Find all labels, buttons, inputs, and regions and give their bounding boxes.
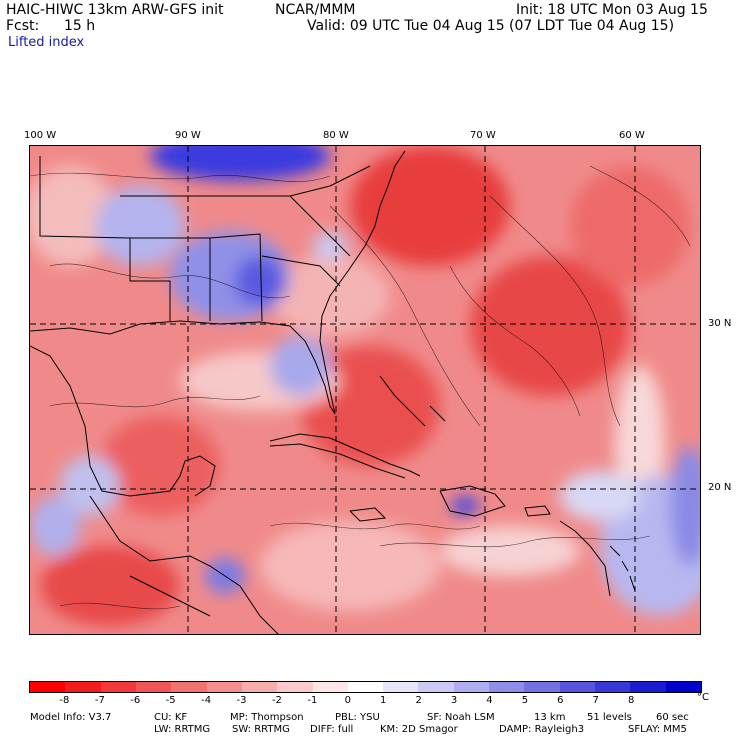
colorbar-segment (453, 682, 490, 692)
colorbar-segment (665, 682, 701, 692)
colorbar-segment (277, 682, 313, 692)
colorbar-tick-label: 6 (557, 695, 564, 706)
colorbar-tick-label: -4 (201, 695, 212, 706)
lat-label-30n: 30 N (708, 318, 732, 329)
colorbar-tick-label: 5 (521, 695, 529, 706)
lon-label-100w: 100 W (24, 130, 57, 141)
footer-timestep: 60 sec (656, 712, 689, 723)
colorbar-segment (418, 682, 454, 692)
forecast-hour: 15 h (64, 18, 96, 34)
colorbar-tick-label: 3 (450, 695, 458, 706)
colorbar-segment (65, 682, 101, 692)
footer-sw: SW: RRTMG (232, 724, 290, 735)
colorbar-tick-label: -2 (271, 695, 282, 706)
colorbar-segment (206, 682, 242, 692)
valid-time: Valid: 09 UTC Tue 04 Aug 15 (07 LDT Tue … (307, 18, 675, 34)
map-canvas (30, 146, 700, 634)
colorbar-tick-label: 4 (486, 695, 493, 706)
colorbar-segment (524, 682, 560, 692)
footer-pbl: PBL: YSU (335, 712, 380, 723)
coastlines (30, 150, 636, 634)
footer-sflay: SFLAY: MM5 (628, 724, 687, 735)
lifted-index-map (29, 145, 701, 635)
colorbar-tick-label: 8 (627, 695, 635, 706)
colorbar-segment (489, 682, 525, 692)
colorbar-tick-label: -8 (59, 695, 70, 706)
footer-lw: LW: RRTMG (154, 724, 211, 735)
colorbar-segment (630, 682, 666, 692)
init-time: Init: 18 UTC Mon 03 Aug 15 (516, 2, 708, 18)
colorbar-tick-label: -1 (307, 695, 318, 706)
field-name: Lifted index (8, 35, 85, 50)
model-title: HAIC-HIWC 13km ARW-GFS init (6, 2, 224, 18)
lon-label-90w: 90 W (175, 130, 201, 141)
colorbar-segment (383, 682, 419, 692)
colorbar (29, 681, 702, 693)
colorbar-segment (171, 682, 207, 692)
lat-lon-grid (30, 146, 700, 634)
lon-label-60w: 60 W (619, 130, 645, 141)
footer-km: KM: 2D Smagor (380, 724, 458, 735)
colorbar-segment (595, 682, 631, 692)
colorbar-segment (135, 682, 172, 692)
colorbar-segment (347, 682, 384, 692)
colorbar-segment (100, 682, 136, 692)
organization: NCAR/MMM (275, 2, 356, 18)
contour-lines (30, 165, 691, 610)
colorbar-unit: °C (697, 692, 709, 703)
colorbar-tick-label: 7 (592, 695, 599, 706)
field-shading (30, 146, 700, 626)
lon-label-70w: 70 W (470, 130, 496, 141)
colorbar-tick-label: -3 (236, 695, 247, 706)
footer-mp: MP: Thompson (230, 712, 304, 723)
colorbar-tick-label: 1 (380, 695, 387, 706)
footer-resolution: 13 km (534, 712, 566, 723)
colorbar-ticks: -8 -7 -6 -5 -4 -3 -2 -1 0 1 2 3 4 5 6 7 8 (0, 695, 740, 707)
colorbar-tick-label: 2 (415, 695, 422, 706)
colorbar-tick-label: 0 (344, 695, 351, 706)
colorbar-tick-label: -7 (94, 695, 105, 706)
footer-cu: CU: KF (154, 712, 188, 723)
footer-damp: DAMP: Rayleigh3 (499, 724, 585, 735)
colorbar-tick-label: -6 (130, 695, 141, 706)
lat-label-20n: 20 N (708, 482, 732, 493)
forecast-label: Fcst: (6, 18, 40, 34)
colorbar-tick-label: -5 (165, 695, 176, 706)
colorbar-segment (559, 682, 595, 692)
colorbar-segment (30, 682, 66, 692)
footer-diff: DIFF: full (310, 724, 354, 735)
colorbar-segment (312, 682, 348, 692)
footer-levels: 51 levels (587, 712, 632, 723)
footer-model-info: Model Info: V3.7 (30, 712, 112, 723)
colorbar-segment (241, 682, 278, 692)
footer-sf: SF: Noah LSM (427, 712, 495, 723)
lon-label-80w: 80 W (323, 130, 349, 141)
